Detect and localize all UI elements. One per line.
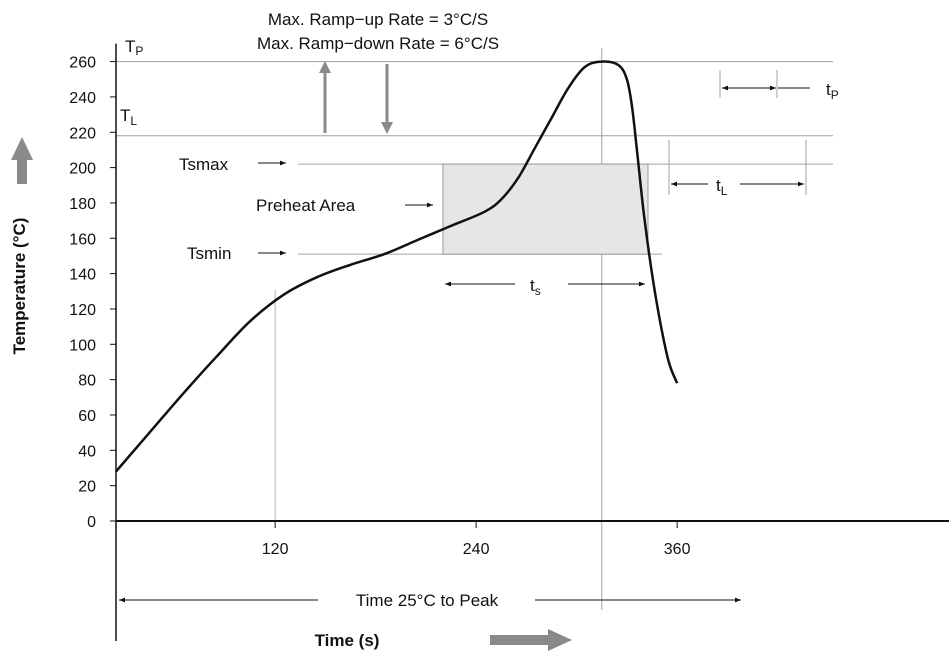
x-tick-label: 360 — [664, 541, 691, 558]
y-tick-label: 220 — [69, 125, 96, 142]
y-tick-label: 0 — [87, 514, 96, 531]
y-tick-label: 240 — [69, 90, 96, 107]
x-tick-label: 240 — [463, 541, 490, 558]
y-tick-label: 260 — [69, 55, 96, 72]
time-to-peak-label: Time 25°C to Peak — [356, 591, 499, 610]
time-right-arrow-head — [548, 629, 572, 651]
axis-direction-arrows — [11, 137, 572, 651]
ramp-up-label: Max. Ramp−up Rate = 3°C/S — [268, 10, 488, 29]
y-ticks: 0 20 40 60 80 100 120 140 160 180 200 220 240 260 — [69, 55, 116, 531]
preheat-area-label: Preheat Area — [256, 196, 356, 215]
time-right-arrow-shaft — [490, 635, 552, 645]
tsmin-label: Tsmin — [187, 244, 231, 263]
temperature-up-arrow-shaft — [17, 158, 27, 184]
ts-label: ts — [530, 276, 541, 298]
tl-time-label: tL — [716, 176, 728, 198]
y-tick-label: 140 — [69, 267, 96, 284]
ramp-down-arrow-head — [381, 122, 393, 134]
tp-level-label: TP — [125, 37, 143, 58]
x-ticks: 120 240 360 — [262, 521, 691, 558]
tl-level-label: TL — [120, 106, 137, 128]
preheat-area — [442, 163, 649, 255]
dimension-arrows — [119, 85, 810, 603]
y-tick-label: 20 — [78, 479, 96, 496]
y-tick-label: 60 — [78, 408, 96, 425]
tp-time-label: tP — [826, 80, 839, 102]
ramp-arrows — [319, 61, 393, 134]
x-tick-label: 120 — [262, 541, 289, 558]
y-tick-label: 200 — [69, 161, 96, 178]
axes: 0 20 40 60 80 100 120 140 160 180 200 220 240 260 120… — [69, 43, 949, 641]
x-axis-label: Time (s) — [315, 631, 380, 650]
y-axis-label: Temperature (°C) — [10, 218, 29, 355]
temperature-profile-curve — [115, 60, 679, 473]
ramp-up-arrow-head — [319, 61, 331, 73]
y-tick-label: 80 — [78, 373, 96, 390]
y-tick-label: 40 — [78, 443, 96, 460]
y-tick-label: 120 — [69, 302, 96, 319]
tsmax-label: Tsmax — [179, 155, 229, 174]
y-tick-label: 180 — [69, 196, 96, 213]
reference-lines — [116, 48, 833, 610]
y-tick-label: 160 — [69, 231, 96, 248]
ramp-down-label: Max. Ramp−down Rate = 6°C/S — [257, 34, 499, 53]
y-tick-label: 100 — [69, 337, 96, 354]
temperature-up-arrow-head — [11, 137, 33, 160]
